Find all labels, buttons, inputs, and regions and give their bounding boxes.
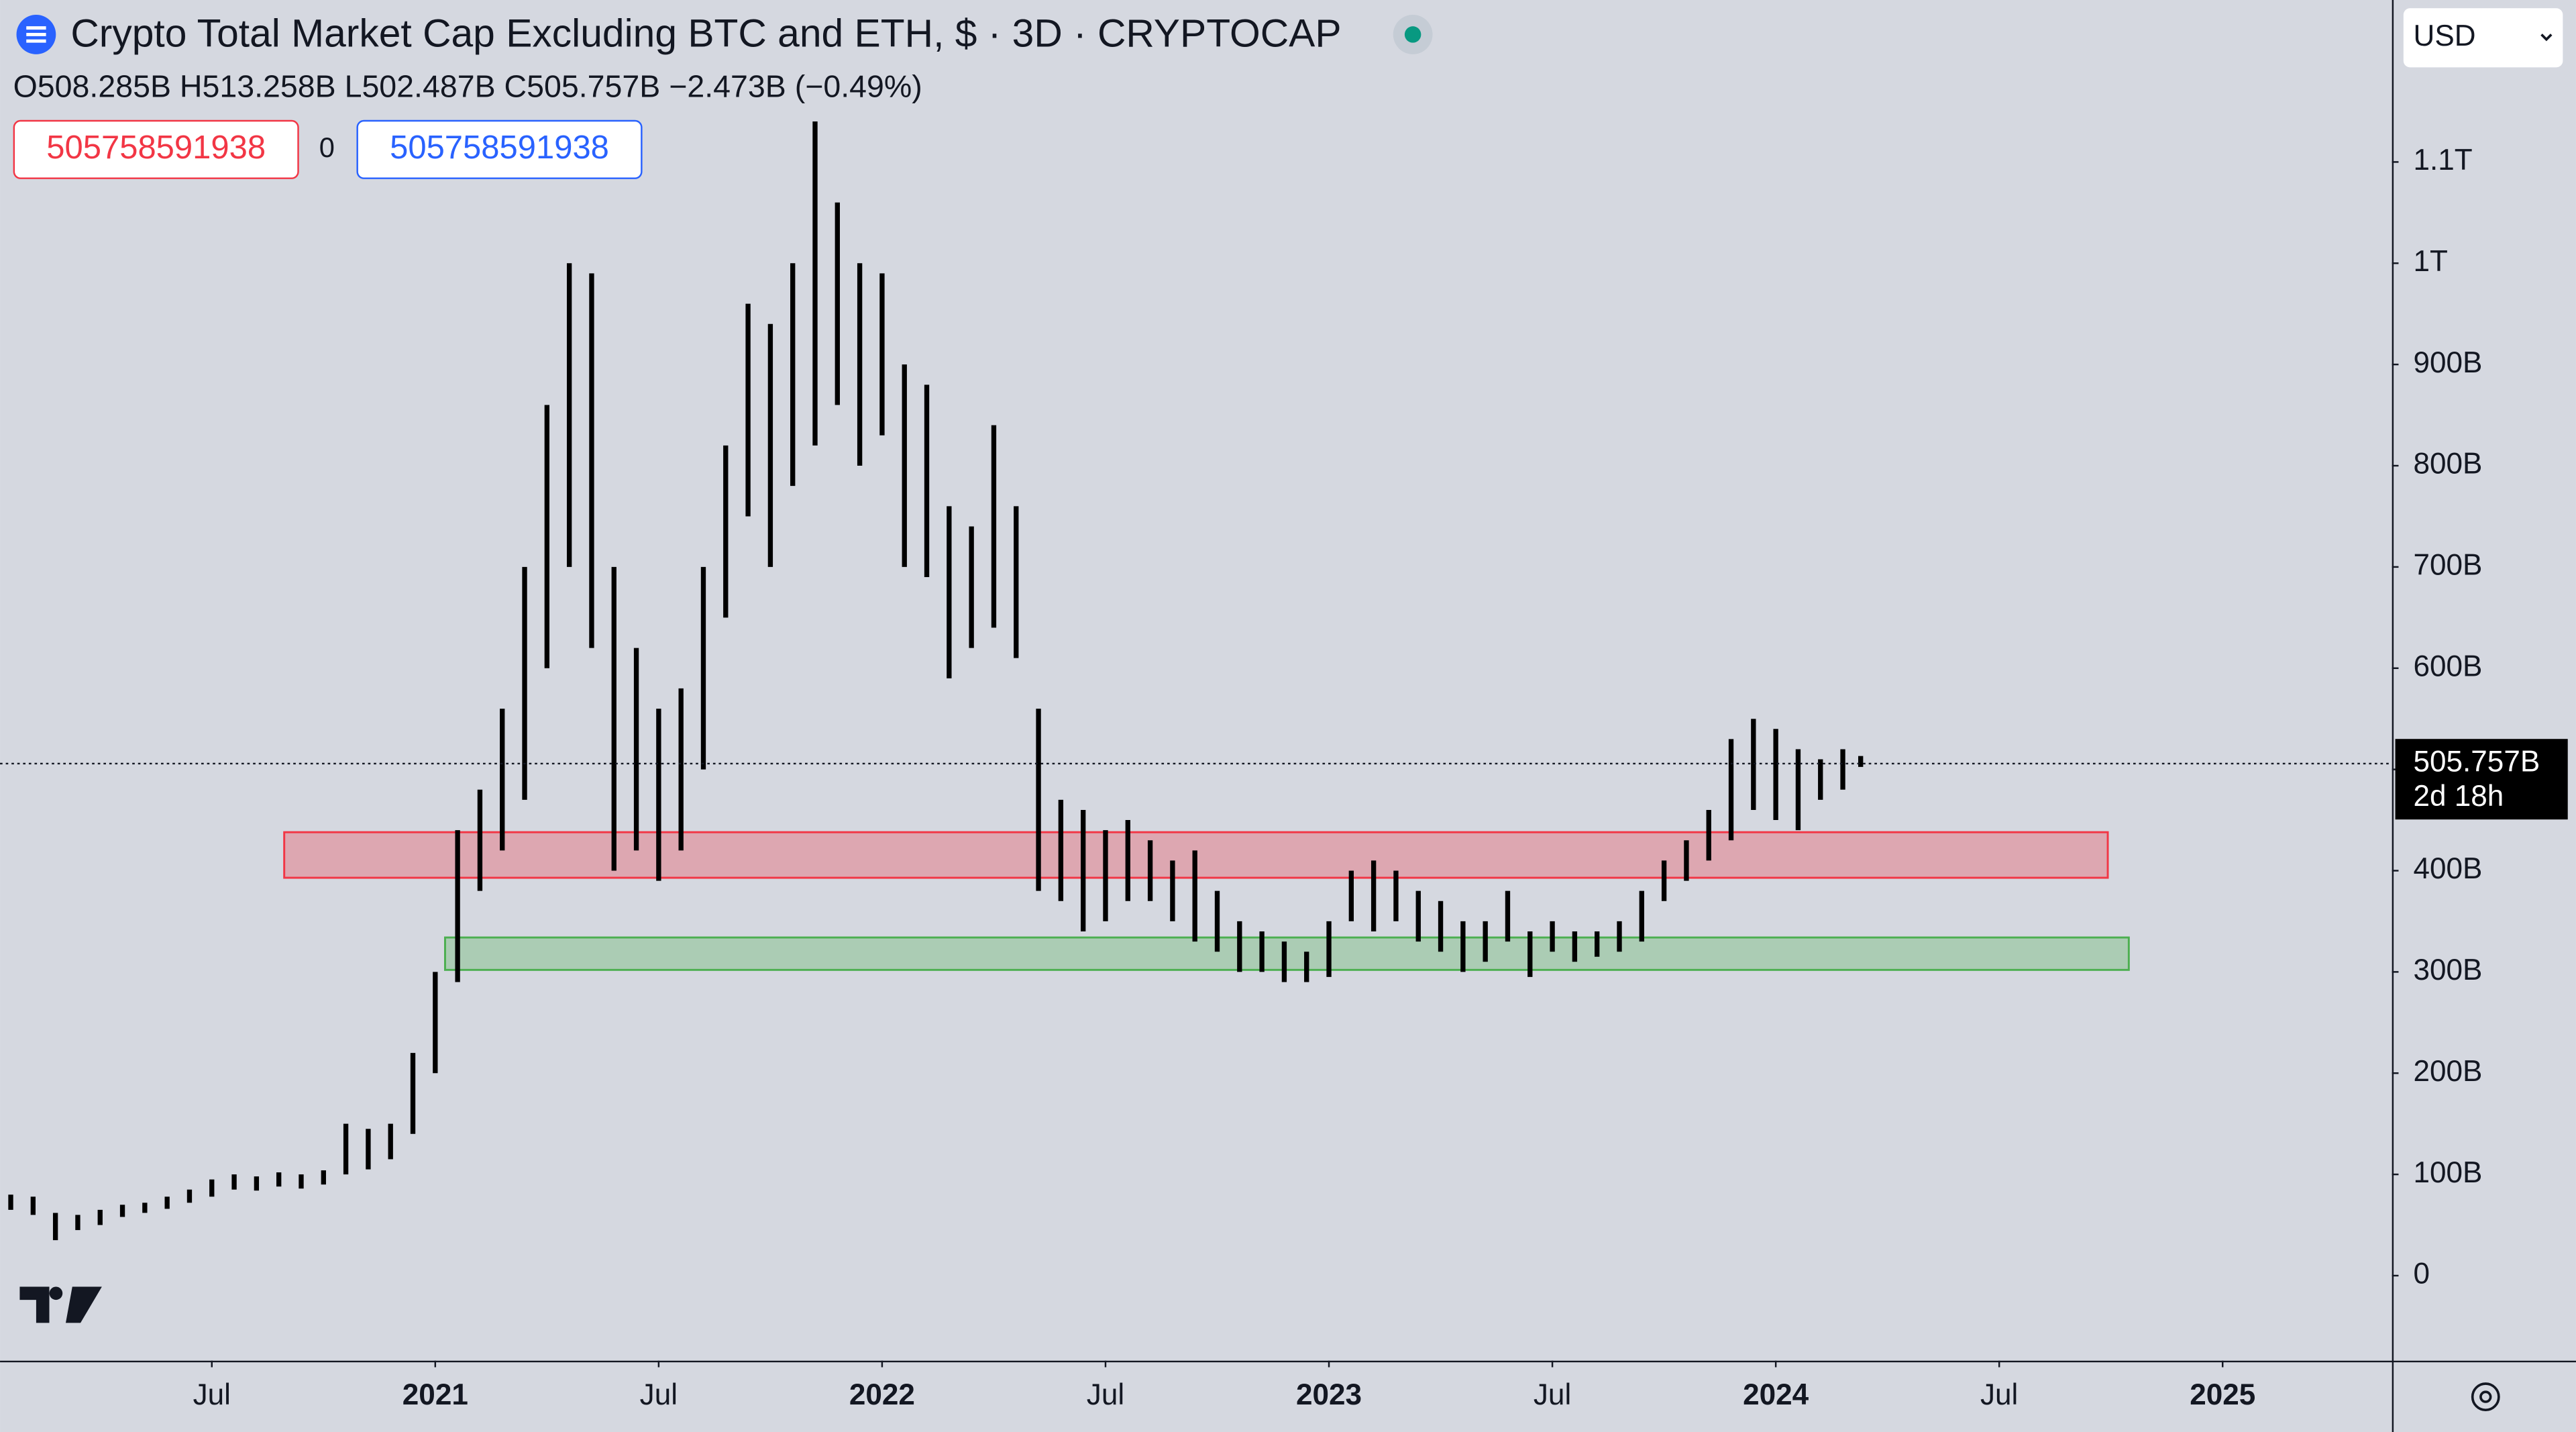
y-tick-label: 1T [2414, 245, 2448, 278]
x-tick-label: Jul [1980, 1378, 2018, 1411]
x-tick-label: Jul [193, 1378, 231, 1411]
currency-select[interactable] [2403, 8, 2563, 68]
x-tick-label: Jul [1087, 1378, 1124, 1411]
tv-logo [19, 1286, 102, 1323]
x-tick-label: 2021 [402, 1378, 468, 1411]
input-box[interactable] [13, 119, 299, 179]
chevron [2540, 34, 2553, 42]
x-tick-label: 2023 [1296, 1378, 1362, 1411]
x-tick-label: 2022 [849, 1378, 915, 1411]
last-price-label: 505.757B [2414, 746, 2540, 778]
y-tick-label: 200B [2414, 1055, 2483, 1088]
y-tick-label: 0 [2414, 1258, 2430, 1290]
last-price-box [2395, 739, 2568, 820]
input-value[interactable]: 505758591938 [390, 130, 609, 166]
plot [8, 121, 2130, 1241]
status-dot [1404, 26, 1421, 43]
y-tick-label: 700B [2414, 549, 2483, 582]
chart-title: Crypto Total Market Cap Excluding BTC an… [70, 11, 1341, 55]
x-tick-label: 2025 [2190, 1378, 2255, 1411]
currency-label[interactable]: USD [2414, 19, 2476, 52]
ohlc-legend: O508.285B H513.258B L502.487B C505.757B … [13, 69, 922, 104]
zone [444, 936, 2130, 971]
y-tick-label: 600B [2414, 650, 2483, 682]
y-tick-label: 800B [2414, 448, 2483, 480]
settings-icon-core [2479, 1390, 2492, 1403]
y-tick-label: 1.1T [2414, 144, 2473, 176]
x-tick-label: Jul [640, 1378, 678, 1411]
input-value[interactable]: 505758591938 [46, 130, 266, 166]
settings-icon[interactable] [2471, 1382, 2500, 1412]
y-tick-label: 100B [2414, 1156, 2483, 1189]
y-tick-label: 300B [2414, 954, 2483, 986]
input-box[interactable] [356, 119, 643, 179]
symbol-logo-mark [26, 26, 46, 43]
countdown-label: 2d 18h [2414, 780, 2504, 813]
y-tick-label: 900B [2414, 346, 2483, 379]
x-tick-label: 2024 [1743, 1378, 1809, 1411]
input-separator: 0 [319, 132, 335, 163]
x-tick-label: Jul [1534, 1378, 1571, 1411]
y-tick-label: 400B [2414, 852, 2483, 885]
